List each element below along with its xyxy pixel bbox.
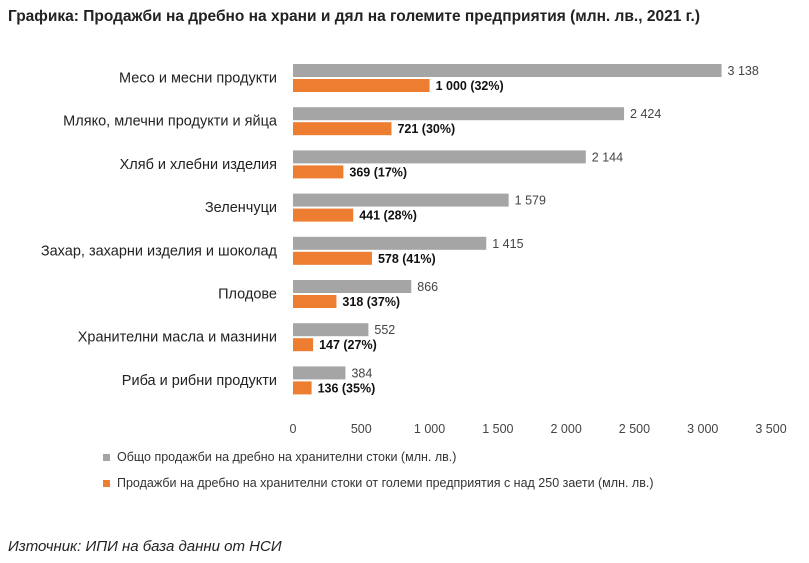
bar-total — [293, 280, 412, 293]
category-label: Мляко, млечни продукти и яйца — [63, 114, 278, 130]
category-label: Зеленчуци — [205, 200, 277, 216]
data-label-total: 2 144 — [592, 150, 623, 164]
data-label-large: 1 000 (32%) — [436, 79, 504, 93]
data-label-total: 2 424 — [630, 107, 661, 121]
category-label: Хранителни масла и мазнини — [78, 330, 277, 346]
x-tick-label: 1 500 — [482, 422, 513, 436]
legend-label-total: Общо продажби на дребно на хранителни ст… — [117, 450, 456, 464]
data-label-large: 578 (41%) — [378, 252, 436, 266]
bar-total — [293, 236, 487, 250]
source-note: Източник: ИПИ на база данни от НСИ — [8, 538, 282, 555]
chart-title: Графика: Продажби на дребно на храни и д… — [8, 8, 700, 25]
bar-large — [293, 381, 312, 395]
legend-swatch-total — [103, 454, 110, 461]
bar-large — [293, 295, 337, 308]
bar-total — [293, 64, 722, 77]
bar-large — [293, 165, 344, 179]
data-label-large: 318 (37%) — [342, 295, 400, 309]
x-tick-label: 500 — [351, 422, 372, 436]
x-tick-label: 2 000 — [551, 422, 582, 436]
category-label: Месо и месни продукти — [119, 71, 277, 87]
bar-total — [293, 150, 586, 164]
bar-large — [293, 122, 392, 136]
data-label-large: 147 (27%) — [319, 338, 377, 352]
data-label-total: 1 415 — [492, 237, 523, 251]
data-label-total: 384 — [351, 366, 372, 380]
data-label-large: 369 (17%) — [349, 165, 407, 179]
category-label: Хляб и хлебни изделия — [120, 157, 277, 173]
x-tick-label: 3 500 — [755, 422, 786, 436]
legend-swatch-large — [103, 480, 110, 487]
x-tick-label: 2 500 — [619, 422, 650, 436]
x-tick-label: 1 000 — [414, 422, 445, 436]
data-label-large: 441 (28%) — [359, 209, 417, 223]
bar-large — [293, 208, 354, 222]
data-label-total: 866 — [417, 280, 438, 294]
category-label: Захар, захарни изделия и шоколад — [41, 243, 278, 259]
bar-total — [293, 193, 509, 207]
bar-large — [293, 251, 372, 265]
bar-total — [293, 366, 346, 380]
data-label-large: 136 (35%) — [318, 381, 376, 395]
x-tick-label: 3 000 — [687, 422, 718, 436]
bar-large — [293, 338, 314, 352]
bar-total — [293, 107, 625, 121]
x-tick-label: 0 — [290, 422, 297, 436]
data-label-total: 3 138 — [728, 64, 759, 78]
category-label: Риба и рибни продукти — [122, 373, 277, 389]
category-label: Плодове — [218, 287, 277, 303]
data-label-large: 721 (30%) — [397, 122, 455, 136]
data-label-total: 552 — [374, 323, 395, 337]
bar-total — [293, 323, 369, 337]
data-label-total: 1 579 — [515, 194, 546, 208]
legend-label-large: Продажби на дребно на хранителни стоки о… — [117, 476, 654, 490]
bar-large — [293, 79, 430, 92]
